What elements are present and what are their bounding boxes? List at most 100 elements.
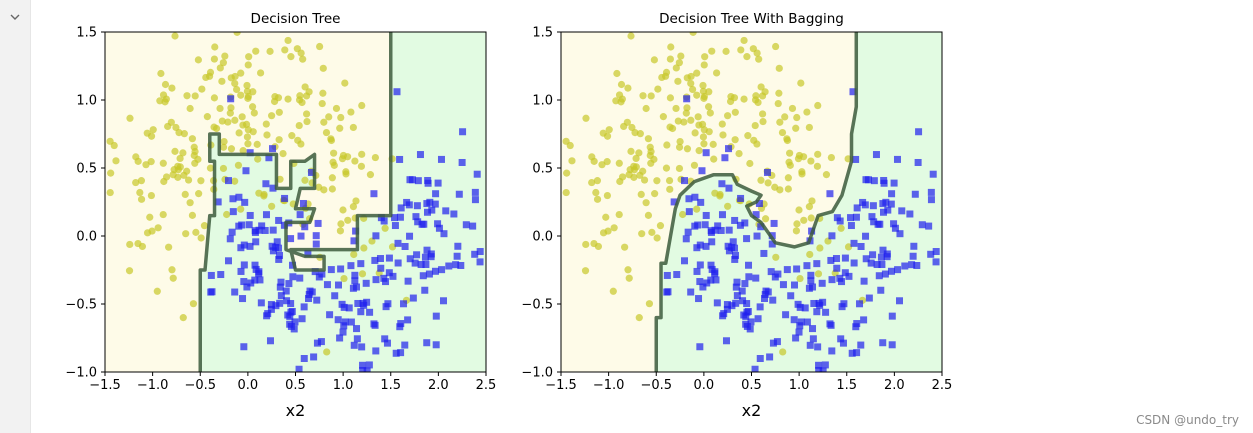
point-class-1 — [763, 168, 771, 176]
point-class-0 — [805, 123, 813, 132]
point-class-1 — [722, 337, 730, 345]
point-class-1 — [240, 343, 248, 351]
point-class-0 — [112, 157, 120, 165]
point-class-0 — [342, 168, 350, 176]
point-class-1 — [814, 343, 822, 351]
point-class-0 — [704, 103, 713, 111]
point-class-1 — [287, 300, 295, 308]
point-class-0 — [254, 155, 262, 163]
point-class-0 — [156, 97, 164, 105]
point-class-1 — [357, 260, 365, 268]
point-class-1 — [703, 279, 711, 287]
point-class-0 — [618, 95, 626, 103]
collapse-output-button[interactable] — [6, 8, 24, 26]
point-class-1 — [725, 226, 733, 234]
point-class-0 — [234, 161, 243, 169]
point-class-1 — [718, 211, 726, 219]
point-class-1 — [699, 283, 707, 291]
point-class-1 — [915, 128, 923, 136]
point-class-1 — [397, 320, 405, 328]
point-class-1 — [869, 202, 877, 210]
cell-gutter — [0, 0, 31, 433]
point-class-0 — [592, 188, 600, 197]
point-class-0 — [224, 118, 232, 126]
point-class-1 — [426, 198, 434, 206]
point-class-1 — [339, 328, 347, 336]
point-class-1 — [286, 312, 294, 320]
point-class-1 — [711, 268, 719, 276]
point-class-0 — [687, 79, 695, 88]
point-class-1 — [769, 339, 777, 347]
point-class-1 — [862, 255, 870, 263]
point-class-1 — [870, 177, 878, 185]
point-class-0 — [360, 244, 368, 252]
point-class-1 — [282, 287, 290, 295]
point-class-1 — [882, 198, 890, 206]
point-class-1 — [432, 190, 440, 198]
point-class-0 — [231, 79, 239, 88]
point-class-0 — [563, 169, 571, 177]
point-class-1 — [450, 210, 458, 218]
point-class-0 — [676, 137, 684, 146]
point-class-1 — [733, 278, 741, 286]
point-class-1 — [731, 216, 739, 224]
point-class-1 — [435, 224, 443, 232]
point-class-0 — [200, 222, 209, 230]
point-class-0 — [336, 227, 345, 235]
x-tick-label: 2.5 — [476, 378, 497, 393]
point-class-0 — [662, 68, 671, 76]
point-class-0 — [666, 94, 675, 102]
point-class-1 — [702, 149, 710, 157]
point-class-1 — [381, 335, 389, 343]
point-class-0 — [688, 85, 697, 94]
x-tick-label: 1.0 — [789, 378, 810, 393]
point-class-0 — [176, 154, 184, 163]
point-class-1 — [850, 239, 858, 247]
point-class-1 — [878, 261, 886, 269]
point-class-0 — [332, 104, 341, 113]
point-class-1 — [840, 300, 848, 308]
point-class-1 — [681, 177, 689, 185]
point-class-0 — [366, 171, 375, 179]
point-class-1 — [214, 198, 222, 206]
point-class-0 — [662, 164, 671, 172]
point-class-1 — [694, 221, 702, 229]
x-tick-label: 1.5 — [836, 378, 857, 393]
point-class-1 — [728, 302, 736, 310]
point-class-0 — [605, 126, 613, 134]
point-class-0 — [783, 136, 792, 145]
point-class-1 — [238, 221, 246, 229]
point-class-0 — [647, 92, 655, 100]
point-class-1 — [392, 349, 400, 357]
point-class-1 — [828, 347, 836, 355]
point-class-0 — [149, 126, 157, 134]
point-class-1 — [793, 265, 801, 273]
point-class-0 — [683, 74, 691, 82]
point-class-0 — [162, 95, 170, 103]
point-class-1 — [790, 316, 798, 324]
point-class-0 — [243, 87, 252, 95]
point-class-1 — [766, 353, 774, 361]
point-class-1 — [813, 308, 821, 316]
point-class-0 — [708, 47, 716, 55]
point-class-1 — [298, 315, 306, 323]
point-class-0 — [639, 92, 647, 100]
point-class-1 — [803, 262, 811, 270]
point-class-1 — [334, 281, 342, 289]
point-class-0 — [759, 117, 767, 126]
point-class-0 — [672, 104, 680, 113]
point-class-0 — [712, 69, 721, 77]
point-class-0 — [237, 205, 245, 213]
point-class-1 — [696, 278, 704, 286]
point-class-1 — [286, 320, 294, 328]
point-class-0 — [146, 213, 154, 221]
point-class-1 — [879, 339, 887, 347]
point-class-1 — [852, 213, 860, 221]
point-class-1 — [247, 279, 255, 287]
point-class-1 — [888, 190, 896, 198]
point-class-0 — [183, 92, 191, 100]
point-class-1 — [476, 258, 484, 266]
point-class-0 — [700, 61, 708, 69]
point-class-1 — [756, 355, 764, 363]
point-class-0 — [223, 210, 231, 219]
